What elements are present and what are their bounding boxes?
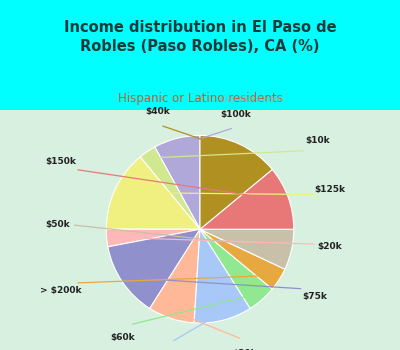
Wedge shape <box>194 229 250 323</box>
Wedge shape <box>106 157 200 229</box>
Text: $150k: $150k <box>46 157 77 166</box>
Wedge shape <box>200 229 285 289</box>
Text: $20k: $20k <box>317 241 342 251</box>
Wedge shape <box>140 147 200 229</box>
Wedge shape <box>200 229 294 269</box>
Text: City-Data.com: City-Data.com <box>220 95 284 104</box>
Wedge shape <box>108 229 200 308</box>
Text: Hispanic or Latino residents: Hispanic or Latino residents <box>118 92 282 105</box>
Text: $40k: $40k <box>146 107 170 117</box>
Text: $125k: $125k <box>314 186 345 194</box>
Wedge shape <box>155 135 200 229</box>
Text: $75k: $75k <box>302 292 327 301</box>
Text: $50k: $50k <box>45 220 70 229</box>
Text: > $200k: > $200k <box>40 286 82 295</box>
Wedge shape <box>106 229 200 247</box>
Wedge shape <box>150 229 200 323</box>
Wedge shape <box>200 169 294 229</box>
Text: $60k: $60k <box>111 332 135 342</box>
Text: Income distribution in El Paso de
Robles (Paso Robles), CA (%): Income distribution in El Paso de Robles… <box>64 20 336 54</box>
Text: $30k: $30k <box>233 349 257 350</box>
Wedge shape <box>200 229 272 308</box>
Wedge shape <box>200 135 272 229</box>
Text: $10k: $10k <box>305 136 330 145</box>
Text: $100k: $100k <box>220 110 251 119</box>
